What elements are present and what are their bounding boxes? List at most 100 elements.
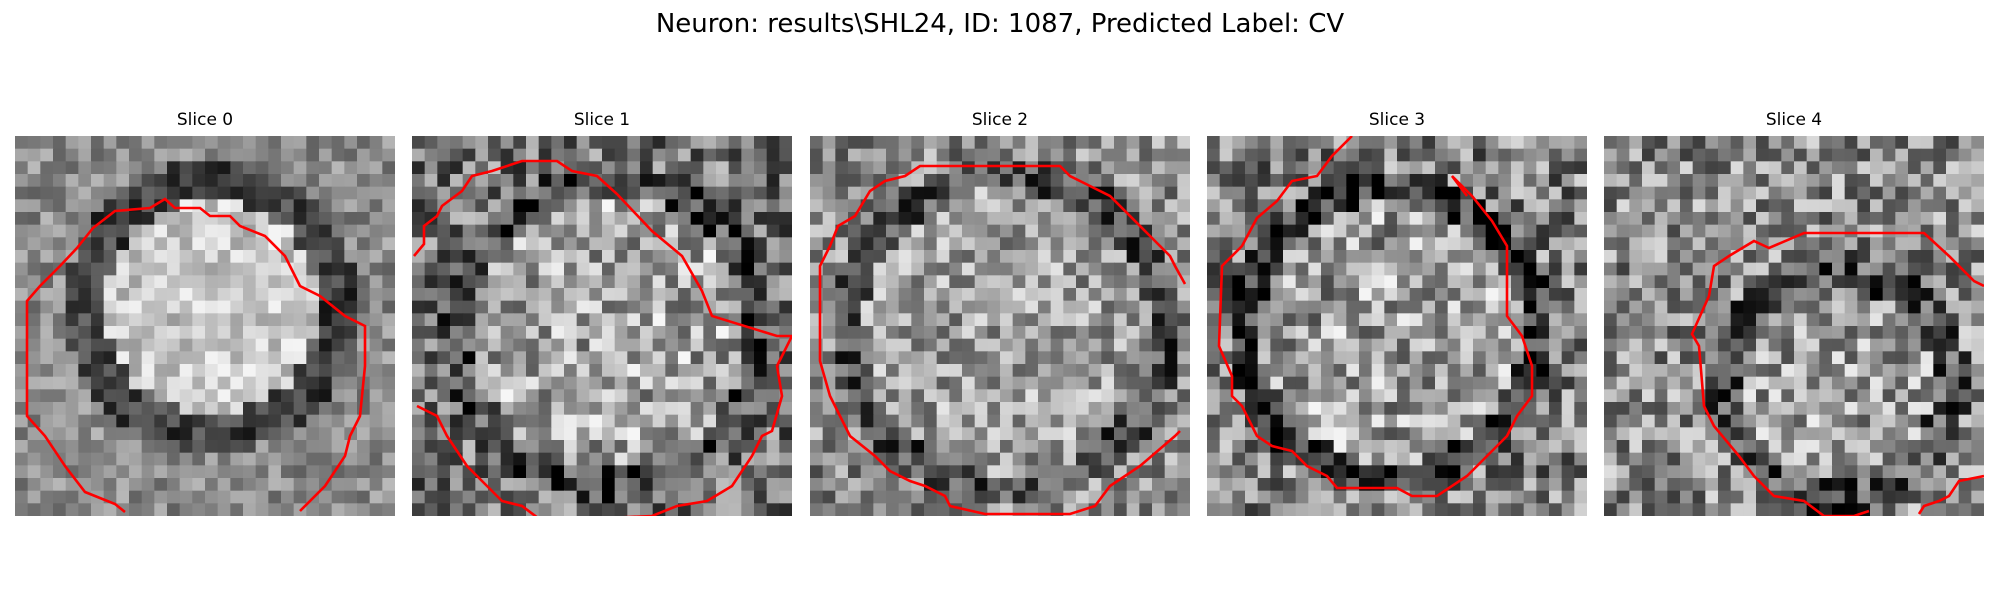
pixel — [1629, 389, 1643, 403]
pixel — [1920, 275, 1934, 289]
pixel — [1642, 313, 1656, 327]
pixel — [1667, 440, 1681, 454]
pixel — [716, 414, 730, 428]
pixel — [1139, 402, 1153, 416]
pixel — [1730, 452, 1744, 466]
pixel — [1832, 402, 1846, 416]
pixel — [1000, 465, 1014, 479]
pixel — [27, 161, 41, 175]
pixel — [1667, 414, 1681, 428]
pixel — [822, 313, 836, 327]
pixel — [1692, 174, 1706, 188]
pixel — [331, 199, 345, 213]
pixel — [1422, 351, 1436, 365]
pixel — [268, 503, 282, 516]
pixel — [1038, 351, 1052, 365]
pixel — [1971, 478, 1984, 492]
pixel — [1705, 376, 1719, 390]
pixel — [1126, 313, 1140, 327]
pixel — [1819, 275, 1833, 289]
pixel — [873, 136, 887, 150]
pixel — [1511, 364, 1525, 378]
pixel — [1038, 402, 1052, 416]
pixel — [602, 313, 616, 327]
pixel — [640, 326, 654, 340]
pixel — [369, 174, 383, 188]
pixel — [1958, 161, 1972, 175]
pixel — [987, 288, 1001, 302]
pixel — [1971, 174, 1984, 188]
pixel — [1050, 478, 1064, 492]
pixel — [1012, 313, 1026, 327]
pixel — [1295, 212, 1309, 226]
pixel — [1114, 364, 1128, 378]
pixel — [1549, 250, 1563, 264]
pixel — [716, 452, 730, 466]
pixel — [526, 402, 540, 416]
pixel — [1152, 440, 1166, 454]
pixel — [1756, 199, 1770, 213]
pixel — [500, 250, 514, 264]
pixel — [91, 338, 105, 352]
pixel — [462, 199, 476, 213]
pixel — [974, 237, 988, 251]
pixel — [192, 440, 206, 454]
pixel — [1768, 452, 1782, 466]
pixel — [1283, 465, 1297, 479]
pixel — [1152, 351, 1166, 365]
pixel — [898, 338, 912, 352]
pixel — [1574, 402, 1587, 416]
pixel — [1435, 237, 1449, 251]
pixel — [1088, 136, 1102, 150]
pixel — [129, 174, 143, 188]
pixel — [1126, 490, 1140, 504]
pixel — [873, 490, 887, 504]
pixel — [1333, 465, 1347, 479]
pixel — [1025, 136, 1039, 150]
pixel — [911, 389, 925, 403]
pixel — [1207, 161, 1221, 175]
pixel — [475, 326, 489, 340]
pixel — [1946, 503, 1960, 516]
pixel — [53, 503, 67, 516]
pixel — [1511, 148, 1525, 162]
pixel — [766, 275, 780, 289]
pixel — [1101, 414, 1115, 428]
pixel — [1857, 199, 1871, 213]
pixel — [1257, 161, 1271, 175]
pixel — [462, 402, 476, 416]
pixel — [1781, 313, 1795, 327]
pixel — [835, 440, 849, 454]
pixel — [974, 199, 988, 213]
pixel — [1511, 288, 1525, 302]
pixel — [1857, 427, 1871, 441]
pixel — [886, 237, 900, 251]
pixel — [1295, 402, 1309, 416]
pixel — [1359, 376, 1373, 390]
pixel — [1333, 313, 1347, 327]
pixel — [1164, 389, 1178, 403]
pixel — [848, 478, 862, 492]
pixel — [949, 148, 963, 162]
pixel — [192, 300, 206, 314]
pixel — [703, 389, 717, 403]
pixel — [1321, 414, 1335, 428]
pixel — [1000, 224, 1014, 238]
pixel — [602, 478, 616, 492]
pixel — [103, 465, 117, 479]
pixel — [1920, 490, 1934, 504]
pixel — [810, 376, 824, 390]
pixel — [551, 224, 565, 238]
pixel — [716, 262, 730, 276]
pixel — [766, 237, 780, 251]
pixel — [1101, 440, 1115, 454]
pixel — [1321, 313, 1335, 327]
pixel — [53, 212, 67, 226]
pixel — [741, 478, 755, 492]
pixel — [860, 212, 874, 226]
pixel — [822, 478, 836, 492]
pixel — [15, 136, 29, 150]
pixel — [589, 503, 603, 516]
pixel — [1667, 288, 1681, 302]
pixel — [1756, 427, 1770, 441]
